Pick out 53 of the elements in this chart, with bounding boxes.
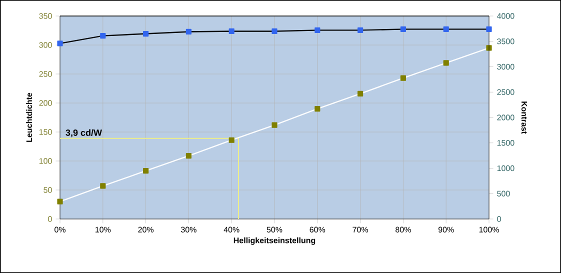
point [100,32,106,39]
point [143,30,149,37]
y2-tick-label: 2500 [497,89,514,95]
y-tick-label: 300 [39,42,52,48]
point [400,26,406,32]
point [272,122,278,128]
x-tick-label: 100% [479,226,499,232]
y2-tick-label: 2000 [497,114,514,120]
y-tick-label: 0 [48,216,52,222]
y2-tick-label: 1500 [497,140,514,146]
x-tick-label: 90% [438,226,454,232]
y2-tick-label: 500 [497,190,510,196]
point [186,28,192,35]
point [57,198,63,204]
annotation: 3,9 cd/W [66,129,102,138]
point [57,40,63,46]
y2-tick-label: 1000 [497,165,514,172]
y2-tick-label: 0 [497,216,501,222]
y2-tick-label: 4000 [497,13,514,19]
point [358,90,364,97]
point [272,28,278,34]
y-tick-label: 50 [44,187,52,193]
y-tick-label: 250 [39,71,52,77]
x-tick-label: 70% [352,226,368,232]
point [228,137,234,143]
point [228,28,234,34]
y-axis-title: Leuchtdichte [26,92,32,142]
point [314,106,320,112]
y-tick-label: 100 [39,158,52,164]
y2-tick-label: 3500 [497,38,514,44]
x-tick-label: 60% [310,226,326,232]
y-tick-label: 200 [39,100,52,106]
x-tick-label: 80% [396,226,411,232]
point [100,183,106,189]
y-tick-label: 150 [39,129,52,135]
y-tick-label: 350 [39,13,52,19]
point [443,60,449,66]
point [358,27,364,34]
x-tick-label: 0% [54,226,66,232]
point [443,26,449,32]
x-tick-label: 30% [180,226,196,232]
x-tick-label: 20% [138,226,154,232]
x-axis-title: Helligkeitseinstellung [234,237,316,245]
point [486,26,492,32]
point [143,168,149,174]
y2-tick-label: 3000 [497,64,514,70]
y2-axis-title: Kontrast [521,102,528,134]
x-tick-label: 50% [266,226,282,232]
x-tick-label: 40% [224,226,240,232]
x-tick-label: 10% [96,226,111,232]
point [314,27,320,34]
point [186,152,192,159]
point [400,75,406,81]
